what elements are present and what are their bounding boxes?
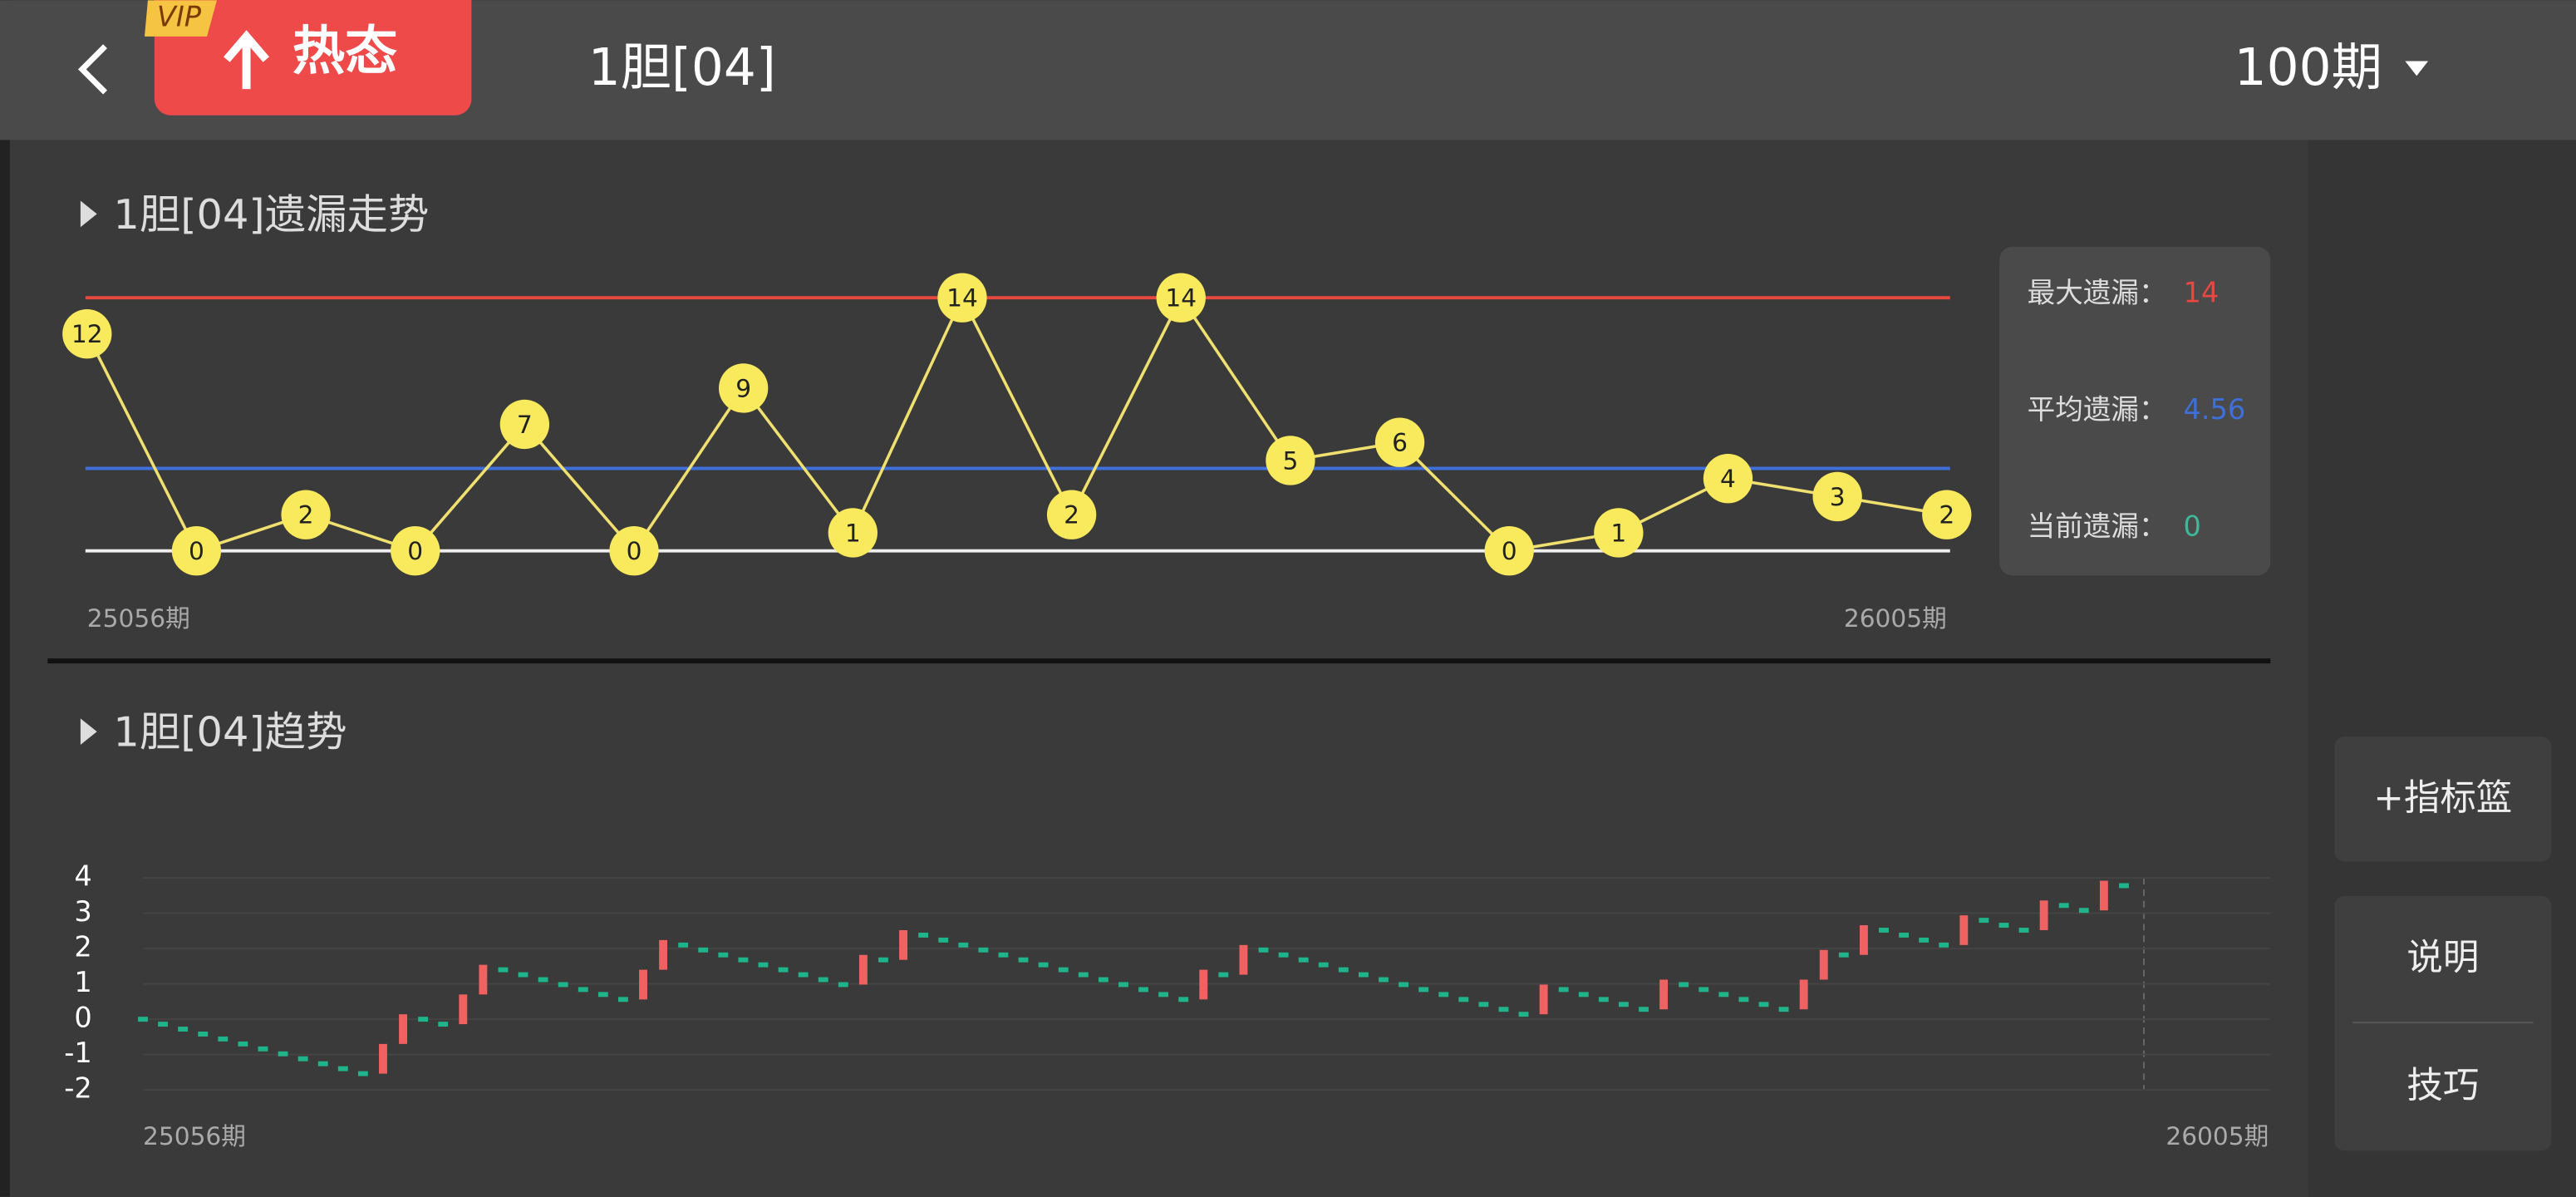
point-label: 12 (71, 319, 103, 348)
left-edge (0, 0, 10, 1197)
point-label: 3 (1830, 482, 1846, 511)
point-label: 0 (1502, 536, 1517, 565)
x-label: 26005期 (2166, 1121, 2269, 1150)
point (1594, 508, 1644, 558)
button-bg[interactable] (2334, 736, 2552, 862)
up-bar (858, 954, 868, 985)
point-label: 6 (1392, 428, 1408, 457)
vip-label: VIP (157, 1, 202, 33)
up-bar (379, 1043, 387, 1074)
stat-label: 最大遗漏： (2028, 277, 2167, 309)
up-bar (459, 994, 468, 1025)
hot-label[interactable]: 热态 (293, 20, 398, 81)
up-bar (659, 939, 668, 970)
section-marker (80, 200, 97, 228)
point (719, 363, 769, 413)
point-label: 0 (407, 536, 423, 565)
side-button[interactable]: +指标篮 (2373, 778, 2512, 820)
point (1156, 273, 1206, 323)
point-label: 14 (1165, 283, 1197, 313)
up-bar (1239, 944, 1248, 975)
up-bar (479, 964, 488, 995)
dropdown-arrow[interactable] (2405, 61, 2429, 76)
point (1266, 436, 1315, 485)
y-tick-label: 2 (74, 931, 91, 963)
hot-button[interactable] (154, 0, 472, 116)
vip-badge (144, 0, 217, 37)
stat-value: 0 (2183, 510, 2200, 542)
section-marker (80, 718, 97, 745)
section-title: 1胆[04]趋势 (113, 708, 347, 756)
period-select[interactable]: 100期 (2234, 38, 2382, 97)
point (1484, 526, 1534, 576)
stat-value: 14 (2183, 277, 2219, 309)
y-tick-label: -1 (64, 1037, 92, 1069)
back-button[interactable] (77, 44, 107, 95)
up-bar (399, 1014, 407, 1044)
point-label: 0 (627, 536, 642, 565)
up-bar (1959, 915, 1969, 945)
point (828, 508, 878, 558)
up-bar (1539, 984, 1548, 1015)
x-label: 26005期 (1844, 603, 1947, 633)
point-label: 5 (1282, 446, 1298, 475)
section-title: 1胆[04]遗漏走势 (113, 190, 429, 239)
up-bar (1799, 979, 1808, 1010)
point-label: 1 (845, 518, 861, 547)
up-bar (899, 930, 907, 960)
page-title: 1胆[04] (588, 38, 776, 97)
x-label: 25056期 (143, 1121, 246, 1150)
point (1812, 471, 1862, 522)
point (1374, 417, 1425, 467)
point-label: 4 (1720, 464, 1736, 493)
y-tick-label: 4 (74, 860, 91, 893)
up-bar (1859, 925, 1868, 955)
y-tick-label: 1 (74, 966, 91, 998)
stat-label: 当前遗漏： (2028, 510, 2167, 542)
point-label: 0 (189, 536, 204, 565)
stats-box (1999, 246, 2271, 576)
point (609, 526, 659, 576)
point-label: 9 (735, 373, 751, 402)
point-label: 2 (1064, 500, 1079, 530)
up-bar (1659, 979, 1669, 1010)
point-label: 7 (517, 410, 533, 439)
point (937, 273, 987, 323)
side-button[interactable]: 说明 (2406, 937, 2479, 978)
point (1046, 490, 1097, 539)
x-label: 25056期 (87, 603, 190, 633)
y-tick-label: 3 (74, 895, 91, 928)
up-bar (639, 969, 647, 1000)
point (171, 526, 222, 576)
point (1922, 490, 1972, 539)
up-bar (2039, 900, 2048, 931)
y-tick-label: -2 (64, 1072, 92, 1105)
point (391, 526, 440, 576)
up-bar (1199, 969, 1208, 1000)
stat-value: 4.56 (2183, 393, 2245, 426)
up-bar (1819, 949, 1828, 980)
point-label: 14 (946, 283, 978, 313)
point-label: 2 (298, 500, 314, 530)
point-label: 1 (1610, 518, 1626, 547)
side-button[interactable]: 技巧 (2406, 1066, 2479, 1107)
point (1703, 454, 1753, 504)
stat-label: 平均遗漏： (2028, 393, 2167, 426)
y-tick-label: 0 (74, 1002, 91, 1034)
point (281, 490, 331, 539)
point (62, 309, 112, 359)
point (499, 399, 550, 450)
up-arrow-icon (224, 30, 270, 90)
point-label: 2 (1939, 500, 1954, 530)
up-bar (2099, 880, 2108, 911)
